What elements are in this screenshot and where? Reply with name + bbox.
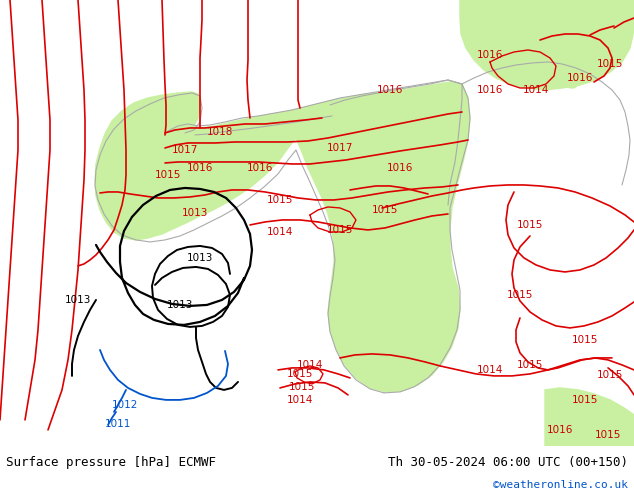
Ellipse shape <box>567 82 577 88</box>
Text: 1015: 1015 <box>327 225 353 235</box>
Text: 1015: 1015 <box>289 382 315 392</box>
Text: 1018: 1018 <box>207 127 233 137</box>
Text: 1016: 1016 <box>477 85 503 95</box>
Text: 1015: 1015 <box>372 205 398 215</box>
Text: 1017: 1017 <box>327 143 353 153</box>
Text: 1015: 1015 <box>267 195 293 205</box>
Text: 1017: 1017 <box>172 145 198 155</box>
Text: 1013: 1013 <box>182 208 208 218</box>
Text: 1015: 1015 <box>572 395 598 405</box>
Text: 1016: 1016 <box>387 163 413 173</box>
Text: 1016: 1016 <box>247 163 273 173</box>
Text: 1016: 1016 <box>477 50 503 60</box>
Polygon shape <box>545 388 634 446</box>
Text: 1016: 1016 <box>567 73 593 83</box>
Text: 1015: 1015 <box>597 370 623 380</box>
Ellipse shape <box>581 69 589 75</box>
Ellipse shape <box>365 255 375 261</box>
Text: 1014: 1014 <box>477 365 503 375</box>
Ellipse shape <box>396 245 404 251</box>
Text: 1015: 1015 <box>517 220 543 230</box>
Text: 1015: 1015 <box>572 335 598 345</box>
Ellipse shape <box>382 236 394 244</box>
Text: 1014: 1014 <box>523 85 549 95</box>
Text: Surface pressure [hPa] ECMWF: Surface pressure [hPa] ECMWF <box>6 456 216 469</box>
Text: 1015: 1015 <box>507 290 533 300</box>
Text: 1015: 1015 <box>595 430 621 440</box>
Text: 1016: 1016 <box>187 163 213 173</box>
Text: 1013: 1013 <box>167 300 193 310</box>
Text: 1014: 1014 <box>297 360 323 370</box>
Polygon shape <box>95 82 470 392</box>
Polygon shape <box>460 0 634 90</box>
Text: Th 30-05-2024 06:00 UTC (00+150): Th 30-05-2024 06:00 UTC (00+150) <box>387 456 628 469</box>
Text: 1015: 1015 <box>597 59 623 69</box>
Text: ©weatheronline.co.uk: ©weatheronline.co.uk <box>493 480 628 490</box>
Text: 1014: 1014 <box>287 395 313 405</box>
Text: 1016: 1016 <box>377 85 403 95</box>
Text: 1012: 1012 <box>112 400 138 410</box>
Text: 1011: 1011 <box>105 419 131 429</box>
Text: 1015: 1015 <box>517 360 543 370</box>
Text: 1014: 1014 <box>267 227 293 237</box>
Text: 1013: 1013 <box>65 295 91 305</box>
Ellipse shape <box>594 56 606 64</box>
Text: 1015: 1015 <box>287 369 313 379</box>
Text: 1013: 1013 <box>187 253 213 263</box>
Text: 1016: 1016 <box>547 425 573 435</box>
Text: 1015: 1015 <box>155 170 181 180</box>
